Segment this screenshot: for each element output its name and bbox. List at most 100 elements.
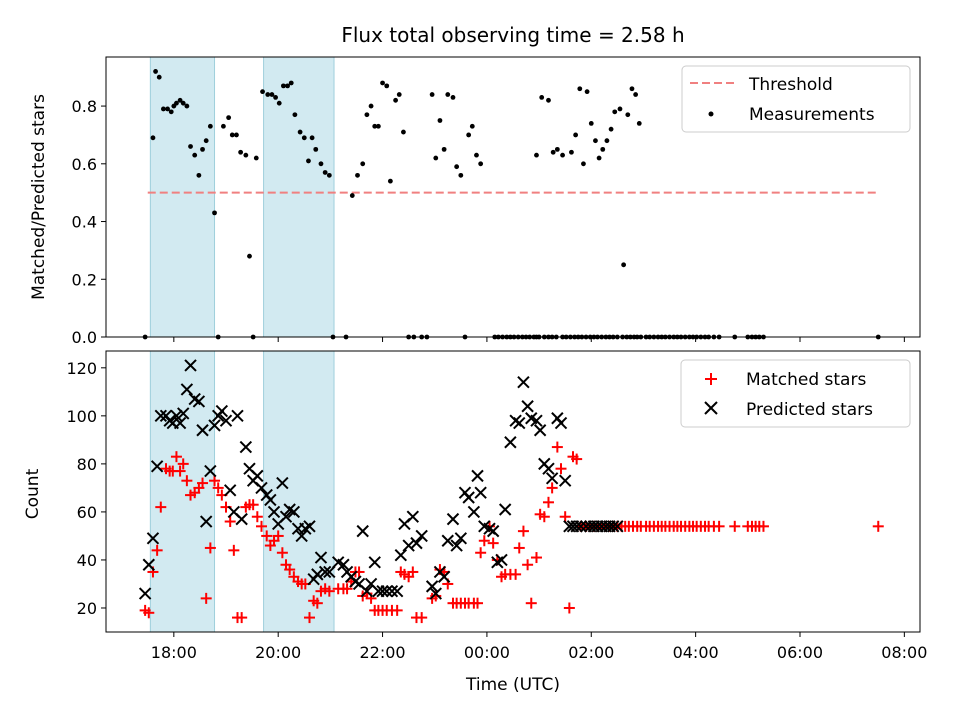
matched-star-point — [212, 482, 224, 494]
measurement-point — [226, 115, 232, 121]
matched-star-point — [571, 453, 583, 465]
predicted-star-point — [255, 481, 268, 495]
predicted-stars-points — [138, 359, 624, 600]
matched-star-point — [407, 566, 419, 578]
predicted-star-point — [406, 510, 420, 523]
predicted-star-point — [208, 419, 221, 432]
predicted-star-point — [154, 409, 167, 423]
measurement-point — [238, 149, 244, 155]
matched-star-point — [251, 511, 263, 523]
matched-star-point — [341, 583, 353, 595]
predicted-star-point — [429, 587, 442, 600]
bottom-x-ticks: 18:00 20:00 22:00 00:00 02:00 04:00 06:00 08:00 — [151, 632, 927, 662]
predicted-star-point — [486, 524, 500, 538]
measurement-point — [364, 112, 370, 118]
matched-star-point — [525, 597, 537, 609]
predicted-star-point — [303, 520, 316, 533]
measurement-point — [445, 92, 451, 97]
measurement-point — [288, 80, 294, 86]
predicted-star-point — [530, 414, 543, 427]
measurement-point — [577, 86, 583, 92]
matched-star-point — [276, 547, 288, 559]
matched-star-point — [261, 530, 273, 542]
measurement-point — [174, 100, 179, 106]
bottom-y-tick-label: 80 — [77, 455, 97, 474]
measurement-point — [188, 144, 193, 149]
measurement-point — [326, 172, 332, 178]
measurement-point — [297, 129, 303, 135]
top-observing-window-1 — [149, 56, 216, 338]
x-axis-label: Time (UTC) — [465, 675, 560, 695]
matched-star-point — [197, 477, 209, 489]
measurement-point — [401, 129, 406, 135]
matched-star-point — [563, 602, 575, 614]
predicted-star-point — [142, 558, 155, 571]
measurement-point — [554, 146, 560, 152]
matched-star-point — [546, 482, 558, 494]
measurement-point — [273, 95, 278, 100]
matched-star-point — [209, 475, 221, 487]
predicted-star-point — [394, 548, 408, 562]
predicted-star-point — [192, 395, 206, 408]
measurement-point — [285, 83, 290, 89]
measurement-point — [306, 158, 311, 164]
matched-star-point — [510, 568, 522, 580]
bottom-legend: Matched stars Predicted stars — [680, 359, 911, 428]
predicted-star-point — [231, 409, 244, 423]
measurement-point — [168, 109, 174, 115]
measurement-point — [313, 146, 319, 152]
predicted-star-point — [170, 409, 183, 423]
predicted-star-point — [235, 512, 248, 526]
measurement-point — [450, 95, 456, 100]
measurement-point — [150, 135, 156, 141]
x-tick-label: 04:00 — [673, 643, 719, 662]
measurement-point — [247, 253, 252, 259]
measurement-point — [375, 123, 381, 129]
bottom-y-tick-label: 120 — [66, 359, 97, 378]
predicted-star-point — [356, 524, 369, 538]
predicted-star-point — [138, 587, 152, 600]
measurement-point — [596, 155, 602, 161]
measurement-point — [234, 132, 239, 138]
measurement-point — [229, 132, 235, 138]
measurement-point — [454, 164, 460, 170]
bottom-axes-frame — [105, 350, 921, 633]
bottom-y-tick-label: 40 — [77, 551, 97, 570]
measurement-point — [243, 152, 249, 158]
measurement-point — [593, 138, 598, 144]
top-legend-box — [681, 65, 911, 133]
measurement-point — [584, 89, 590, 95]
measurement-point — [612, 109, 618, 115]
measurement-point — [153, 69, 158, 74]
matched-star-point — [228, 544, 240, 556]
predicted-star-point — [385, 584, 399, 598]
measurement-point — [437, 118, 443, 123]
predicted-star-point — [454, 532, 468, 545]
measurement-point — [276, 100, 282, 106]
predicted-star-point — [196, 424, 209, 437]
matched-star-point — [272, 530, 284, 542]
measurement-point — [177, 97, 183, 103]
bottom-y-tick-label: 100 — [66, 407, 97, 426]
matched-star-point — [151, 544, 163, 556]
predicted-star-point — [279, 510, 293, 523]
predicted-star-point — [204, 464, 217, 478]
matched-star-point — [551, 441, 563, 453]
predicted-star-point — [450, 539, 463, 552]
matched-star-point — [538, 511, 550, 523]
measurement-point — [474, 152, 479, 158]
predicted-star-point — [390, 584, 404, 598]
measurement-point — [429, 92, 435, 97]
predicted-star-point — [542, 462, 555, 475]
predicted-star-point — [177, 407, 190, 420]
legend-measurements-swatch — [708, 111, 714, 117]
measurement-point — [180, 100, 186, 106]
predicted-star-point — [318, 565, 332, 579]
predicted-star-point — [474, 486, 487, 499]
predicted-star-point — [462, 491, 475, 504]
matched-star-point — [143, 607, 155, 619]
measurement-point — [380, 80, 385, 86]
measurement-point — [573, 132, 579, 138]
measurement-point — [212, 210, 217, 216]
predicted-star-point — [376, 584, 389, 598]
